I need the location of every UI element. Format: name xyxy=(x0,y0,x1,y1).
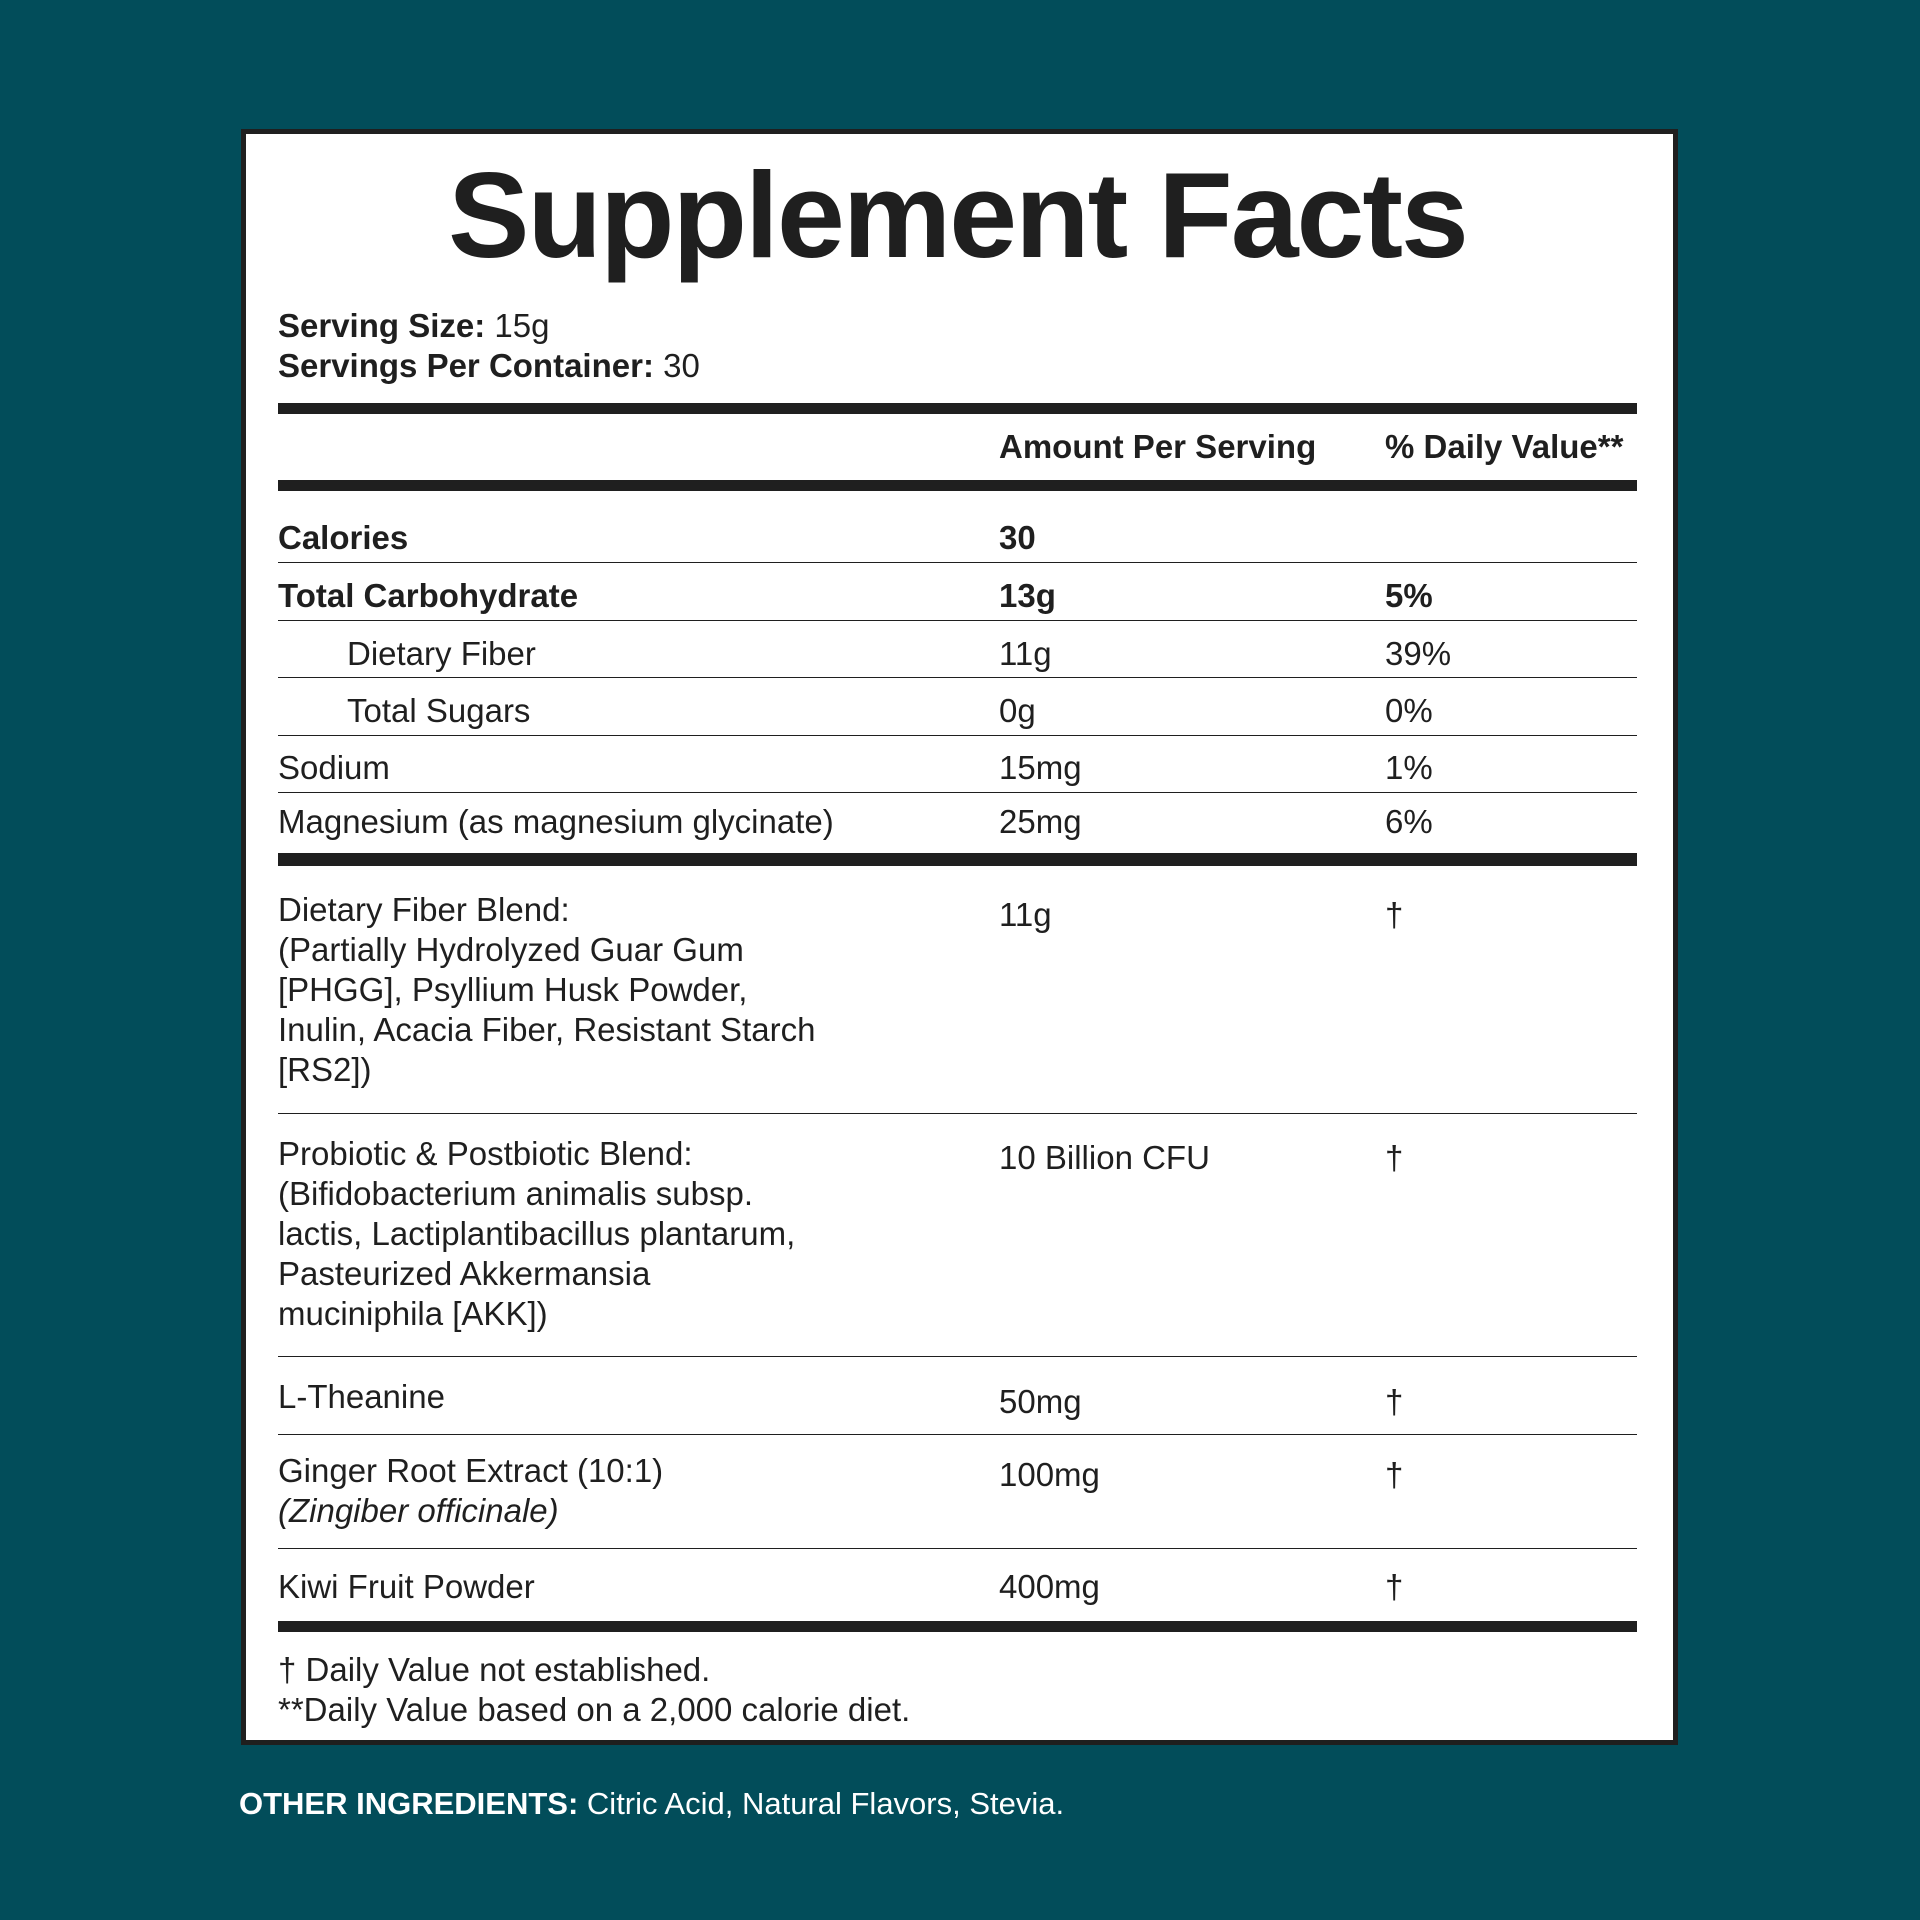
serving-info: Serving Size: 15g Servings Per Container… xyxy=(278,306,1637,386)
nutrient-dv: 1% xyxy=(1385,749,1433,786)
nutrient-name: Total Carbohydrate xyxy=(278,577,579,614)
ingredient-name: Kiwi Fruit Powder xyxy=(278,1568,535,1605)
divider-thick xyxy=(278,403,1637,414)
servings-per-container: Servings Per Container: 30 xyxy=(278,346,1637,386)
footnote: **Daily Value based on a 2,000 calorie d… xyxy=(278,1691,911,1728)
nutrient-row: Total Carbohydrate 13g 5% xyxy=(278,563,1637,621)
nutrient-row: Sodium 15mg 1% xyxy=(278,736,1637,793)
ingredient-line: Inulin, Acacia Fiber, Resistant Starch xyxy=(278,1011,816,1048)
nutrient-amount: 13g xyxy=(999,577,1056,614)
ingredient-latin-name: (Zingiber officinale) xyxy=(278,1492,559,1529)
ingredient-line: (Bifidobacterium animalis subsp. xyxy=(278,1175,754,1212)
nutrient-row: Dietary Fiber 11g 39% xyxy=(278,621,1637,678)
ingredient-name: Ginger Root Extract (10:1) (Zingiber off… xyxy=(278,1451,999,1531)
serving-size: Serving Size: 15g xyxy=(278,306,1637,346)
ingredient-row: Kiwi Fruit Powder 400mg † xyxy=(278,1549,1637,1621)
nutrient-row: Calories 30 xyxy=(278,491,1637,563)
nutrient-name: Magnesium (as magnesium glycinate) xyxy=(278,803,834,840)
ingredient-amount: 100mg xyxy=(999,1456,1100,1493)
nutrient-dv: 5% xyxy=(1385,577,1433,614)
footnotes: † Daily Value not established. **Daily V… xyxy=(278,1632,1637,1730)
footnote: † Daily Value not established. xyxy=(278,1651,711,1688)
divider-thick xyxy=(278,480,1637,491)
nutrient-dv: 0% xyxy=(1385,692,1433,729)
dagger-mark: † xyxy=(1385,1383,1404,1420)
servings-per-container-label: Servings Per Container: xyxy=(278,347,654,384)
serving-size-label: Serving Size: xyxy=(278,307,486,344)
header-daily-value: % Daily Value** xyxy=(1385,428,1624,465)
nutrient-name: Calories xyxy=(278,519,409,556)
dagger-mark: † xyxy=(1385,1568,1404,1605)
panel-title: Supplement Facts xyxy=(448,147,1469,283)
ingredient-line: Ginger Root Extract (10:1) xyxy=(278,1452,664,1489)
nutrient-name: Total Sugars xyxy=(347,692,531,729)
nutrient-row: Total Sugars 0g 0% xyxy=(278,678,1637,736)
nutrient-amount: 25mg xyxy=(999,803,1082,840)
serving-size-value: 15g xyxy=(494,307,550,344)
ingredient-amount: 10 Billion CFU xyxy=(999,1139,1210,1176)
ingredient-line: (Partially Hydrolyzed Guar Gum xyxy=(278,931,744,968)
ingredient-line: muciniphila [AKK]) xyxy=(278,1295,548,1332)
ingredient-line: Probiotic & Postbiotic Blend: xyxy=(278,1135,693,1172)
supplement-facts-panel: Supplement Facts Serving Size: 15g Servi… xyxy=(241,129,1678,1745)
nutrient-dv: 39% xyxy=(1385,635,1452,672)
ingredient-line: Dietary Fiber Blend: xyxy=(278,891,570,928)
ingredient-name: Dietary Fiber Blend: (Partially Hydrolyz… xyxy=(278,890,999,1090)
ingredient-row: Dietary Fiber Blend: (Partially Hydrolyz… xyxy=(278,866,1637,1114)
ingredient-line: [RS2]) xyxy=(278,1051,372,1088)
ingredient-row: Probiotic & Postbiotic Blend: (Bifidobac… xyxy=(278,1114,1637,1357)
ingredient-name: Probiotic & Postbiotic Blend: (Bifidobac… xyxy=(278,1134,999,1334)
divider-thick xyxy=(278,853,1637,866)
divider-thick xyxy=(278,1621,1637,1632)
servings-per-container-value: 30 xyxy=(663,347,700,384)
nutrient-amount: 15mg xyxy=(999,749,1082,786)
nutrient-row: Magnesium (as magnesium glycinate) 25mg 6% xyxy=(278,793,1637,853)
column-header: Amount Per Serving % Daily Value** xyxy=(278,414,1637,480)
ingredient-amount: 11g xyxy=(999,896,1052,933)
other-ingredients-label: OTHER INGREDIENTS: xyxy=(239,1786,579,1821)
nutrient-dv: 6% xyxy=(1385,803,1433,840)
ingredient-row: Ginger Root Extract (10:1) (Zingiber off… xyxy=(278,1435,1637,1549)
nutrient-name: Sodium xyxy=(278,749,390,786)
ingredient-line: [PHGG], Psyllium Husk Powder, xyxy=(278,971,748,1008)
dagger-mark: † xyxy=(1385,896,1404,933)
nutrient-amount: 11g xyxy=(999,635,1052,672)
ingredient-name: L-Theanine xyxy=(278,1378,445,1415)
ingredient-amount: 400mg xyxy=(999,1568,1100,1605)
nutrient-name: Dietary Fiber xyxy=(347,635,536,672)
nutrient-amount: 30 xyxy=(999,519,1036,556)
dagger-mark: † xyxy=(1385,1139,1404,1176)
nutrient-amount: 0g xyxy=(999,692,1036,729)
ingredient-line: lactis, Lactiplantibacillus plantarum, xyxy=(278,1215,796,1252)
other-ingredients: OTHER INGREDIENTS: Citric Acid, Natural … xyxy=(239,1784,1064,1824)
other-ingredients-value: Citric Acid, Natural Flavors, Stevia. xyxy=(586,1786,1065,1821)
ingredient-amount: 50mg xyxy=(999,1383,1082,1420)
dagger-mark: † xyxy=(1385,1456,1404,1493)
header-amount: Amount Per Serving xyxy=(999,428,1317,465)
ingredient-line: Pasteurized Akkermansia xyxy=(278,1255,651,1292)
ingredient-row: L-Theanine 50mg † xyxy=(278,1357,1637,1435)
